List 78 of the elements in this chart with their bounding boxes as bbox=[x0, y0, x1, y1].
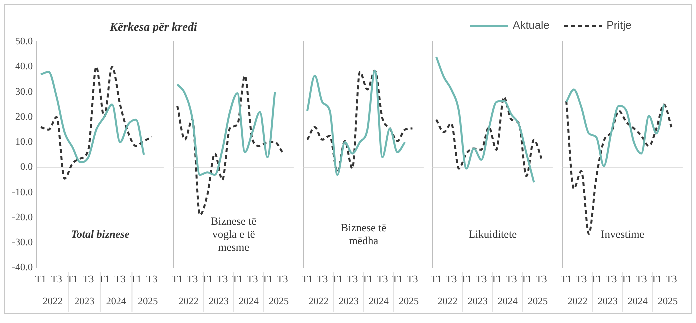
x-tick-label: T1 bbox=[332, 274, 343, 286]
x-tick-label: T3 bbox=[666, 274, 677, 286]
x-tick-label: T1 bbox=[362, 274, 373, 286]
x-tick-label: T3 bbox=[186, 274, 198, 286]
y-tick-label: 30.0 bbox=[16, 86, 33, 98]
x-tick-label: T3 bbox=[606, 274, 617, 286]
x-tick-label: T3 bbox=[376, 274, 388, 286]
text: 2022 bbox=[178, 296, 199, 308]
y-tick-label: 50.0 bbox=[16, 36, 33, 48]
text: 2024 bbox=[368, 296, 388, 308]
text: 2025 bbox=[138, 296, 158, 308]
x-tick-label: T1 bbox=[461, 274, 472, 286]
x-tick-label: T1 bbox=[202, 274, 214, 286]
x-tick-label: T1 bbox=[392, 274, 403, 286]
x-tick-label: T3 bbox=[406, 274, 418, 286]
text: 2022 bbox=[567, 296, 588, 308]
x-tick-label: T1 bbox=[130, 274, 142, 286]
text: 2022 bbox=[308, 296, 328, 308]
text: 2023 bbox=[597, 296, 618, 308]
x-tick-label: T3 bbox=[636, 274, 647, 286]
x-tick-label: T1 bbox=[35, 274, 47, 286]
text: 2024 bbox=[498, 296, 518, 308]
y-tick-label: 0.0 bbox=[20, 162, 33, 174]
x-tick-label: T1 bbox=[430, 274, 442, 286]
x-tick-label: T3 bbox=[247, 274, 258, 286]
annotation: Total biznese bbox=[71, 229, 130, 242]
x-tick-label: T3 bbox=[217, 274, 228, 286]
y-tick-label: 20.0 bbox=[16, 112, 33, 123]
x-tick-label: T3 bbox=[83, 274, 94, 286]
x-tick-label: T3 bbox=[277, 274, 288, 286]
text: 2024 bbox=[238, 296, 259, 308]
x-tick-label: T3 bbox=[114, 274, 126, 286]
x-tick-label: T1 bbox=[232, 274, 244, 286]
annotation: Biznese të mëdha bbox=[340, 222, 386, 248]
x-tick-label: T3 bbox=[346, 274, 358, 286]
legend-label: Aktuale bbox=[513, 20, 550, 32]
annotation: Biznese të vogla e të mesme bbox=[211, 216, 257, 254]
text: 2022 bbox=[42, 296, 63, 308]
x-tick-label: T1 bbox=[521, 274, 532, 286]
text: 2023 bbox=[208, 296, 229, 308]
x-tick-label: T1 bbox=[491, 274, 502, 286]
text: 2023 bbox=[338, 296, 358, 308]
x-tick-label: T1 bbox=[620, 274, 632, 286]
text: 2025 bbox=[268, 296, 289, 308]
y-tick-label: -10.0 bbox=[12, 187, 33, 198]
y-tick-label: 10.0 bbox=[16, 137, 33, 148]
y-tick-label: -30.0 bbox=[12, 238, 33, 249]
x-tick-label: T1 bbox=[560, 274, 572, 286]
x-tick-label: T1 bbox=[67, 274, 78, 286]
text: 2023 bbox=[468, 296, 488, 308]
text: 2025 bbox=[657, 296, 678, 308]
x-tick-label: T1 bbox=[262, 274, 274, 286]
x-tick-label: T1 bbox=[590, 274, 602, 286]
y-tick-label: -40.0 bbox=[12, 262, 33, 274]
y-tick-label: -20.0 bbox=[12, 212, 33, 224]
annotation: Likuiditete bbox=[468, 229, 518, 242]
x-tick-label: T3 bbox=[536, 274, 548, 286]
text: 2024 bbox=[106, 296, 126, 308]
x-tick-label: T3 bbox=[575, 274, 587, 286]
x-tick-label: T1 bbox=[172, 274, 184, 286]
x-tick-label: T1 bbox=[301, 274, 313, 286]
x-tick-label: T3 bbox=[316, 274, 328, 286]
x-tick-label: T3 bbox=[146, 274, 158, 286]
annotation: Investime bbox=[600, 229, 644, 242]
y-tick-label: 40.0 bbox=[16, 62, 33, 73]
x-tick-label: T1 bbox=[650, 274, 662, 286]
chart-title: Kërkesa për kredi bbox=[110, 20, 198, 35]
text: 2025 bbox=[528, 296, 548, 308]
x-tick-label: T1 bbox=[98, 274, 110, 286]
x-tick-label: T3 bbox=[476, 274, 488, 286]
x-tick-label: T3 bbox=[446, 274, 458, 286]
x-tick-label: T3 bbox=[51, 274, 62, 286]
text: 2025 bbox=[398, 296, 418, 308]
text: 2022 bbox=[438, 296, 458, 308]
legend-label: Pritje bbox=[606, 20, 632, 32]
text: 2023 bbox=[74, 296, 95, 308]
x-tick-label: T3 bbox=[506, 274, 518, 286]
text: 2024 bbox=[627, 296, 648, 308]
